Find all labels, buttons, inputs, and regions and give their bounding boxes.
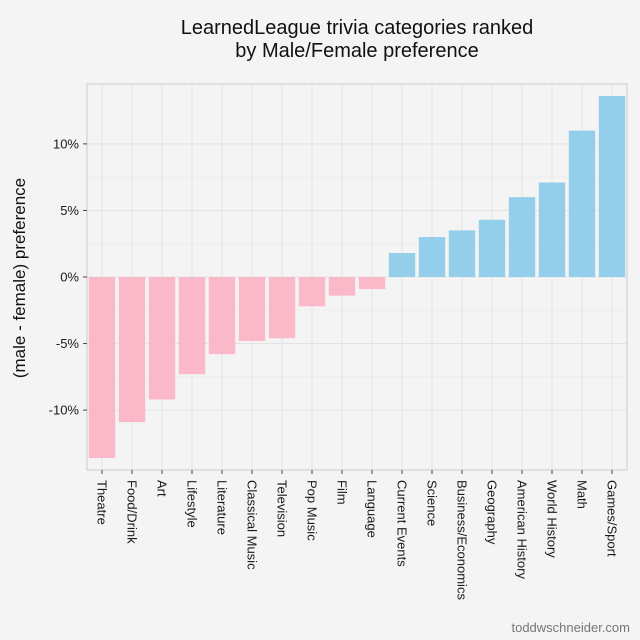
- x-tick-label: Business/Economics: [455, 480, 470, 600]
- chart-title-line-1: LearnedLeague trivia categories ranked: [181, 17, 533, 39]
- x-tick-label: Current Events: [395, 480, 410, 567]
- x-tick-label: Language: [365, 480, 380, 538]
- x-tick-label: Art: [155, 480, 170, 497]
- y-tick-label: -10%: [49, 403, 80, 418]
- x-tick-label: Lifestyle: [185, 480, 200, 528]
- x-tick-label: Games/Sport: [605, 480, 620, 557]
- x-tick-label: Geography: [485, 480, 500, 545]
- bar: [358, 277, 386, 289]
- x-tick-label: Theatre: [95, 480, 110, 525]
- x-tick-label: Literature: [215, 480, 230, 535]
- chart-title-line-2: by Male/Female preference: [235, 40, 478, 62]
- bar: [178, 277, 206, 375]
- bar: [328, 277, 356, 296]
- y-tick-label: -5%: [56, 336, 80, 351]
- x-tick-label: Science: [425, 480, 440, 526]
- bar: [478, 219, 506, 277]
- x-tick-label: Film: [335, 480, 350, 505]
- y-tick-label: 5%: [60, 203, 79, 218]
- bar: [148, 277, 176, 400]
- bar: [88, 277, 116, 459]
- x-tick-label: Math: [575, 480, 590, 509]
- bar: [508, 197, 536, 277]
- y-tick-label: 10%: [53, 136, 79, 151]
- bar: [268, 277, 296, 339]
- bar: [418, 237, 446, 277]
- bar: [238, 277, 266, 341]
- x-tick-label: Food/Drink: [125, 480, 140, 544]
- x-tick-label: World History: [545, 480, 560, 558]
- x-tick-label: Pop Music: [305, 480, 320, 541]
- x-tick-label: American History: [515, 480, 530, 579]
- bar: [118, 277, 146, 423]
- x-tick-label: Television: [275, 480, 290, 537]
- plot-area: -10% -5% 0% 5% 10% Theatre Food/Drink Art Lifest…: [49, 83, 628, 600]
- credit-text: toddwschneider.com: [511, 620, 630, 635]
- bar: [298, 277, 326, 307]
- bar: [568, 130, 596, 277]
- bar: [388, 253, 416, 277]
- bar: [538, 182, 566, 277]
- bar: [208, 277, 236, 355]
- y-axis-label: (male - female) preference: [10, 178, 29, 378]
- bar: [448, 230, 476, 277]
- y-tick-label: 0%: [60, 270, 79, 285]
- x-tick-label: Classical Music: [245, 480, 260, 570]
- bar: [598, 95, 626, 277]
